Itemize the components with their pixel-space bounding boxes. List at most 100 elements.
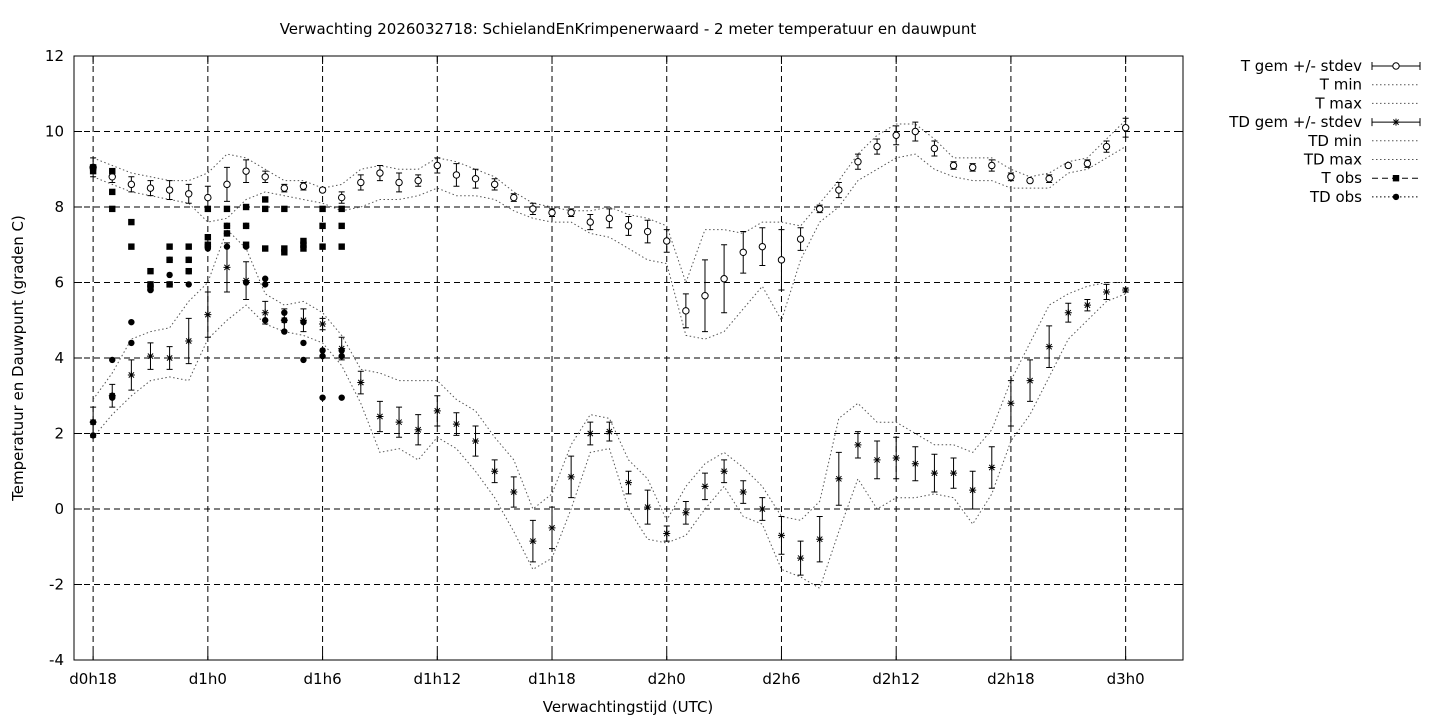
legend-marker xyxy=(1392,193,1400,201)
td-gem-point xyxy=(510,488,518,496)
t-obs-point xyxy=(262,245,269,252)
t-obs-point xyxy=(109,205,116,213)
td-gem-point xyxy=(605,428,613,436)
td-gem-point xyxy=(567,473,575,481)
t-gem-point xyxy=(357,178,365,187)
td-gem-point xyxy=(548,524,556,532)
td-obs-point xyxy=(300,356,307,364)
y-tick-label: 6 xyxy=(54,274,64,292)
t-obs-point xyxy=(281,245,288,252)
x-tick-label: d2h12 xyxy=(872,670,920,688)
td-gem-point xyxy=(319,320,327,328)
td-gem-point xyxy=(529,537,537,545)
td-obs-point xyxy=(242,222,250,230)
grid xyxy=(74,56,1183,660)
y-tick-label: -4 xyxy=(49,651,64,669)
td-obs-point xyxy=(223,222,231,230)
legend-label: T obs xyxy=(1321,169,1363,187)
t-gem-point xyxy=(108,173,116,181)
t-gem-point xyxy=(873,142,881,151)
td-max-line xyxy=(92,228,1126,522)
t-obs-point xyxy=(185,243,192,250)
td-gem-point xyxy=(146,352,154,360)
td-obs-point xyxy=(319,347,326,354)
td-gem-point xyxy=(911,460,919,468)
t-gem-point xyxy=(433,161,441,170)
td-obs-point xyxy=(338,347,345,354)
t-obs-point xyxy=(319,205,326,213)
legend-label: T min xyxy=(1319,76,1362,94)
t-obs-point xyxy=(128,243,135,250)
t-gem-point xyxy=(452,171,461,179)
t-gem-point xyxy=(185,190,193,198)
t-obs-point xyxy=(338,205,345,213)
td-obs-point xyxy=(262,281,269,288)
y-tick-label: 4 xyxy=(54,349,64,367)
td-obs-point xyxy=(147,286,154,294)
t-max-line xyxy=(92,119,1126,285)
y-tick-label: 2 xyxy=(54,425,64,443)
x-axis-ticks: d0h18 d1h0 d1h6 d1h12 d1h18 d2h0 d2h6 d2h12 d2h1… xyxy=(69,56,1145,688)
td-obs-point xyxy=(109,394,116,401)
legend-label: T gem +/- stdev xyxy=(1240,57,1362,75)
td-gem-point xyxy=(873,456,881,464)
td-gem-point xyxy=(777,531,785,539)
t-gem-point xyxy=(146,184,155,192)
td-obs-point xyxy=(128,339,135,347)
td-obs-point xyxy=(89,432,97,439)
legend-marker xyxy=(1392,118,1400,126)
t-gem-point xyxy=(261,173,269,181)
td-obs-point xyxy=(319,394,326,401)
t-gem-point xyxy=(280,184,289,192)
t-obs-point xyxy=(300,237,307,245)
td-gem-point xyxy=(988,463,996,471)
legend-label: TD gem +/- stdev xyxy=(1228,113,1362,131)
t-obs-point xyxy=(109,167,116,175)
td-gem-point xyxy=(127,371,135,379)
td-gem-point xyxy=(586,430,594,437)
t-gem-point xyxy=(299,182,308,190)
td-gem-point xyxy=(1103,288,1111,296)
y-tick-label: 0 xyxy=(54,500,64,518)
td-gem-point xyxy=(1064,309,1072,317)
t-gem-point xyxy=(854,158,862,166)
td-gem-point xyxy=(185,337,193,345)
t-gem-point xyxy=(548,208,556,217)
t-gem-point xyxy=(414,176,422,185)
t-obs-point xyxy=(281,205,288,213)
td-gem-point xyxy=(758,505,766,513)
td-gem-series xyxy=(89,242,1130,576)
td-gem-point xyxy=(701,482,709,490)
td-obs-point xyxy=(338,394,345,401)
legend-marker xyxy=(1392,62,1400,70)
t-obs-point xyxy=(204,234,212,241)
t-obs-point xyxy=(242,203,250,211)
t-gem-point xyxy=(968,163,977,172)
td-gem-point xyxy=(739,488,747,496)
x-tick-label: d2h18 xyxy=(987,670,1035,688)
x-tick-label: d1h18 xyxy=(528,670,576,688)
td-gem-point xyxy=(223,263,231,271)
td-gem-point xyxy=(1045,343,1053,351)
td-obs-point xyxy=(185,256,192,264)
x-tick-label: d1h6 xyxy=(304,670,342,688)
x-tick-label: d2h0 xyxy=(648,670,686,688)
td-gem-point xyxy=(1026,377,1034,385)
y-axis-ticks: -4 -2 0 2 4 6 8 10 12 xyxy=(45,47,1183,669)
t-gem-point xyxy=(720,275,728,283)
t-obs-point xyxy=(319,222,326,230)
t-gem-point xyxy=(930,144,939,153)
td-obs-point xyxy=(109,356,116,364)
td-obs-point xyxy=(166,281,173,288)
x-tick-label: d2h6 xyxy=(762,670,800,688)
td-gem-point xyxy=(204,311,212,319)
t-gem-point xyxy=(395,178,403,187)
t-gem-point xyxy=(1045,174,1053,183)
t-gem-point xyxy=(682,307,690,315)
t-gem-point xyxy=(127,180,136,189)
t-gem-point xyxy=(624,222,633,230)
td-obs-point xyxy=(128,318,135,326)
t-gem-point xyxy=(586,218,594,226)
